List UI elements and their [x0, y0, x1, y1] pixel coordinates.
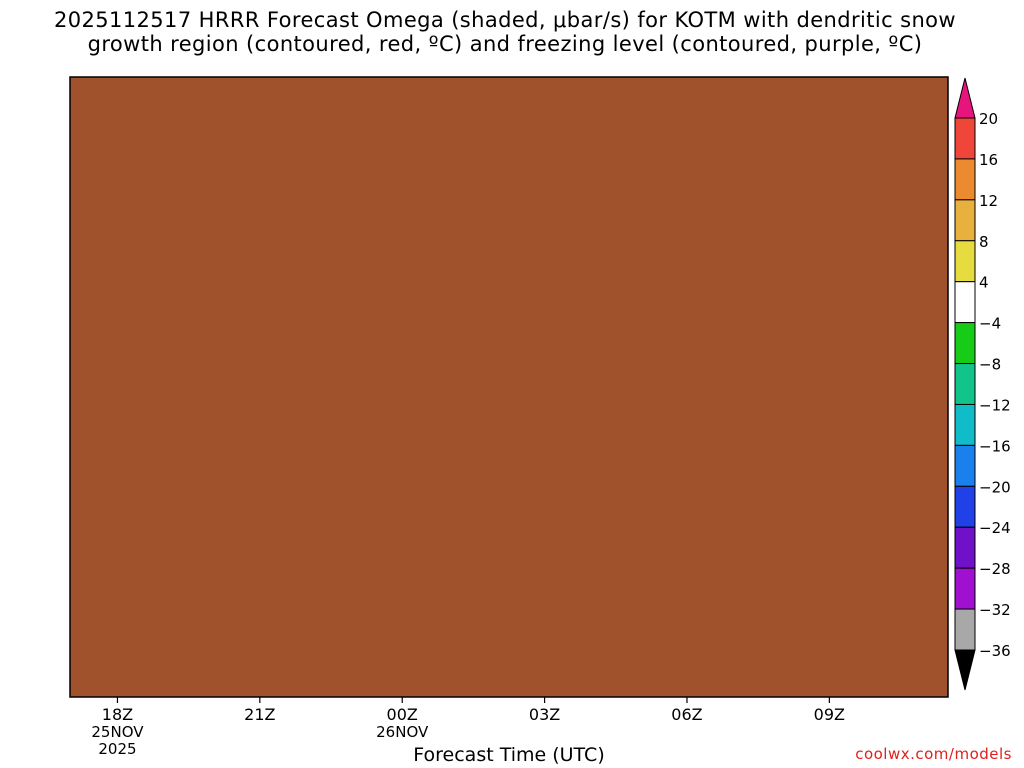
colorbar-level-label: 16 [979, 151, 998, 169]
colorbar-level-label: 12 [979, 192, 998, 210]
colorbar-swatch [954, 281, 976, 324]
ground-below-surface [70, 77, 948, 697]
colorbar-level-label: −16 [979, 437, 1011, 455]
colorbar-swatch [954, 117, 976, 160]
x-tick-label: 03Z [529, 705, 560, 724]
colorbar-level-label: −4 [979, 315, 1001, 333]
x-date-label: 25NOV [91, 723, 144, 741]
colorbar-level-label: −12 [979, 396, 1011, 414]
colorbar-level-label: −36 [979, 642, 1011, 660]
colorbar-swatch [954, 567, 976, 610]
title-line-1: 2025112517 HRRR Forecast Omega (shaded, … [53, 8, 957, 32]
colorbar-level-label: −8 [979, 356, 1001, 374]
colorbar-level-label: −28 [979, 560, 1011, 578]
x-tick-label: 06Z [671, 705, 702, 724]
colorbar-swatch [954, 158, 976, 201]
colorbar-swatch [954, 322, 976, 365]
colorbar-level-label: 4 [979, 274, 989, 292]
colorbar-level-label: −24 [979, 519, 1011, 537]
x-tick-label: 21Z [244, 705, 275, 724]
colorbar-bottom-arrow [954, 649, 976, 691]
x-date-label: 2025 [98, 740, 136, 758]
colorbar-swatch [954, 240, 976, 283]
colorbar-level-label: −20 [979, 478, 1011, 496]
x-tick-label: 09Z [814, 705, 845, 724]
colorbar-swatch [954, 199, 976, 242]
colorbar: 20 16 12 8 4 −4 −8 −12 −16 −20 −24 −28 −32 −36 [954, 77, 1011, 691]
colorbar-level-label: −32 [979, 601, 1011, 619]
colorbar-swatch [954, 403, 976, 446]
colorbar-swatch [954, 485, 976, 528]
x-date-label: 26NOV [376, 723, 429, 741]
colorbar-swatch [954, 363, 976, 405]
x-tick-label: 18Z [102, 705, 133, 724]
colorbar-level-label: 8 [979, 233, 989, 251]
title-line-2: growth region (contoured, red, ºC) and f… [87, 32, 923, 56]
x-axis-label: Forecast Time (UTC) [413, 744, 605, 766]
site-credit: coolwx.com/models [855, 745, 1012, 763]
colorbar-swatch [954, 444, 976, 487]
colorbar-top-arrow [954, 77, 976, 119]
plot-frame [69, 76, 949, 698]
plot-area: -180 [70, 77, 948, 697]
colorbar-swatch [954, 526, 976, 569]
x-tick-label: 00Z [387, 705, 418, 724]
colorbar-level-label: 20 [979, 110, 998, 128]
colorbar-swatch [954, 608, 976, 651]
chart-title: 2025112517 HRRR Forecast Omega (shaded, … [0, 8, 1010, 56]
